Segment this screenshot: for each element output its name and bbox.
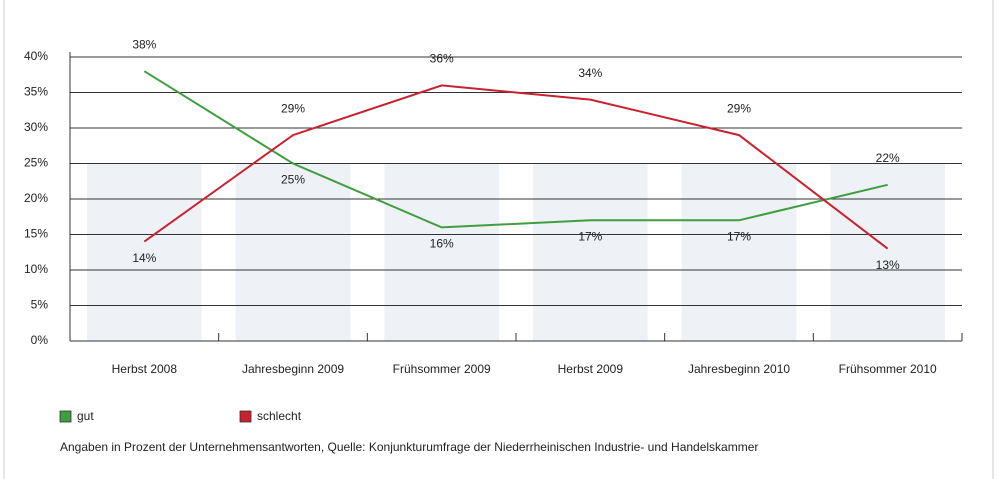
series-line [143,84,889,250]
x-tick-label: Frühsommer 2009 [393,362,491,376]
column-bg [681,163,797,341]
y-tick-label: 5% [31,298,49,312]
source-note: Angaben in Prozent der Unternehmensantwo… [60,440,758,454]
y-tick-label: 15% [24,227,48,241]
data-label: 17% [727,229,751,243]
column-bg [235,163,351,341]
data-label: 14% [132,251,156,265]
y-tick-label: 0% [31,333,49,347]
data-label: 29% [727,101,751,115]
column-bg [830,163,945,341]
column-bg [87,163,202,341]
y-tick-label: 35% [24,85,48,99]
legend-label: gut [77,409,94,423]
data-label: 34% [578,66,602,80]
legend-swatch [59,410,72,423]
x-tick-label: Herbst 2008 [112,362,178,376]
data-label: 13% [876,258,900,272]
y-tick-label: 30% [24,120,48,134]
data-label: 22% [876,151,900,165]
y-tick-label: 40% [24,49,48,63]
y-tick-label: 10% [24,262,48,276]
x-tick-label: Jahresbeginn 2010 [688,362,790,376]
y-tick-label: 20% [24,191,48,205]
series-line [143,70,888,229]
data-label: 29% [281,101,305,115]
column-bg [533,163,648,341]
x-tick-label: Jahresbeginn 2009 [242,362,344,376]
legend-label: schlecht [257,409,302,423]
data-label: 38% [132,37,156,51]
data-label: 16% [430,237,454,251]
x-tick-label: Frühsommer 2010 [839,362,937,376]
legend-swatch [239,410,252,423]
x-tick-label: Herbst 2009 [558,362,624,376]
data-label: 36% [430,52,454,66]
data-label: 25% [281,173,305,187]
column-bg [384,163,499,341]
y-tick-label: 25% [24,156,48,170]
data-label: 17% [578,229,602,243]
